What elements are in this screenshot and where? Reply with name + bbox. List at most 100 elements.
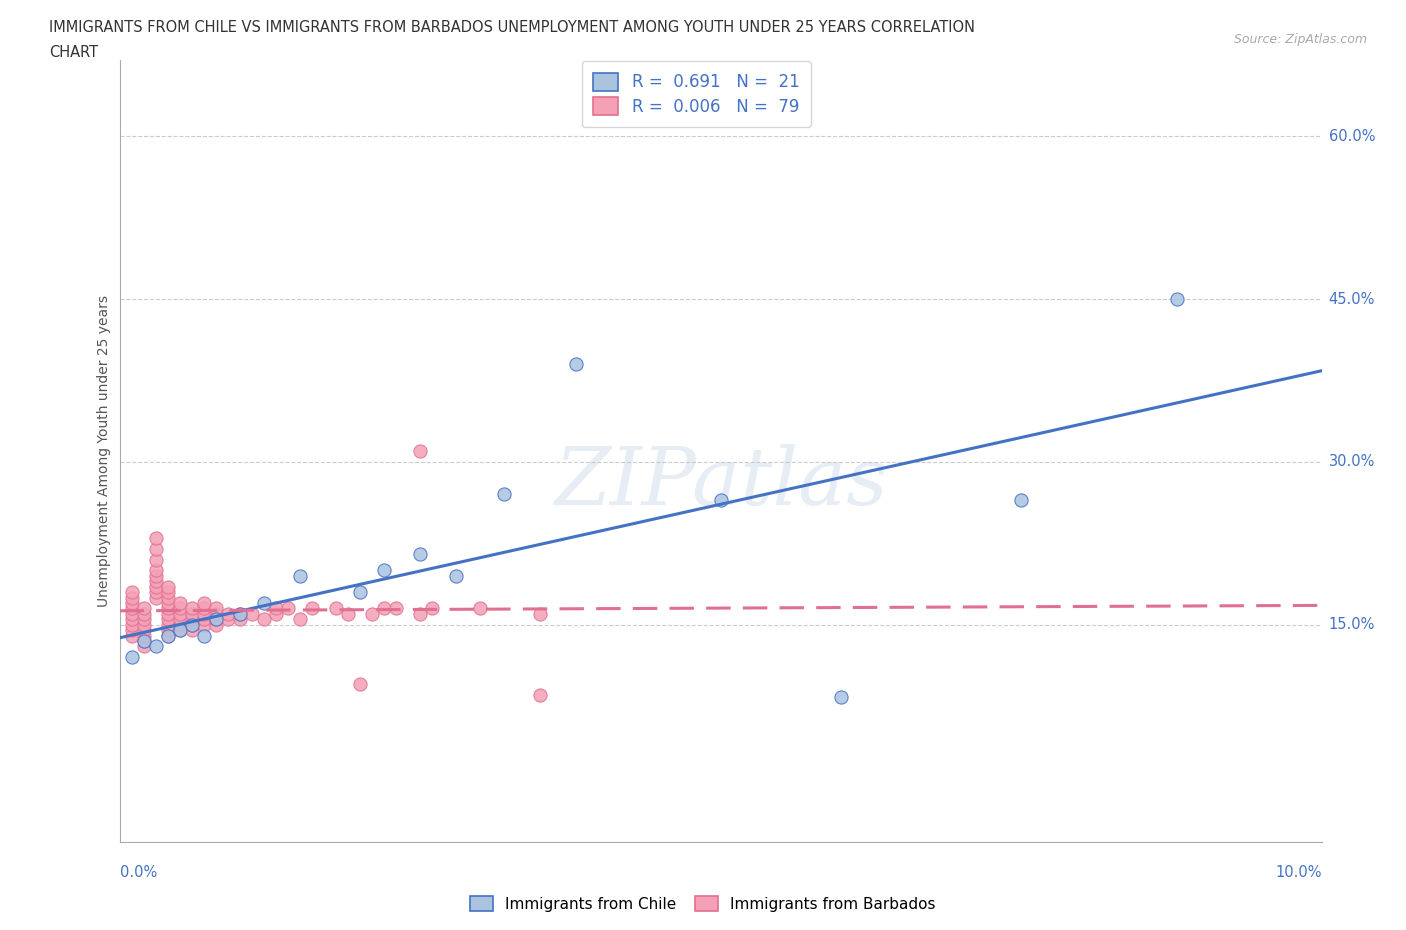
Point [169,623,191,638]
Point [193,595,215,610]
Point [145,568,167,583]
Text: 30.0%: 30.0% [1329,455,1375,470]
Point [156,601,179,616]
Point [121,650,143,665]
Point [373,601,395,616]
Point [468,601,492,616]
Point [228,606,252,621]
Point [277,601,299,616]
Point [156,628,179,643]
Point [288,612,311,627]
Point [132,628,155,643]
Point [156,606,179,621]
Point [169,618,191,632]
Point [145,530,167,545]
Point [253,595,276,610]
Point [180,612,202,627]
Text: CHART: CHART [49,45,98,60]
Text: IMMIGRANTS FROM CHILE VS IMMIGRANTS FROM BARBADOS UNEMPLOYMENT AMONG YOUTH UNDER: IMMIGRANTS FROM CHILE VS IMMIGRANTS FROM… [49,20,976,35]
Point [156,623,179,638]
Point [145,585,167,600]
Point [228,606,252,621]
Point [132,639,155,654]
Point [204,618,226,632]
Point [253,612,276,627]
Point [145,563,167,578]
Point [830,690,852,705]
Point [156,628,179,643]
Point [385,601,408,616]
Text: 0.0%: 0.0% [120,865,156,880]
Legend: R =  0.691   N =  21, R =  0.006   N =  79: R = 0.691 N = 21, R = 0.006 N = 79 [582,61,811,127]
Text: 60.0%: 60.0% [1329,129,1375,144]
Text: 10.0%: 10.0% [1275,865,1322,880]
Point [240,606,263,621]
Point [409,547,432,562]
Point [169,595,191,610]
Point [325,601,347,616]
Point [145,552,167,567]
Text: 45.0%: 45.0% [1329,292,1375,307]
Point [121,628,143,643]
Point [494,487,516,502]
Point [361,606,384,621]
Point [121,601,143,616]
Point [409,606,432,621]
Point [169,623,191,638]
Point [121,595,143,610]
Point [709,493,731,508]
Point [193,606,215,621]
Point [121,618,143,632]
Point [204,606,226,621]
Point [121,612,143,627]
Point [301,601,323,616]
Point [121,623,143,638]
Point [529,688,551,703]
Point [132,606,155,621]
Point [132,623,155,638]
Point [180,618,202,632]
Point [193,601,215,616]
Point [121,606,143,621]
Point [156,612,179,627]
Point [217,612,239,627]
Point [204,601,226,616]
Point [444,568,467,583]
Point [420,601,443,616]
Legend: Immigrants from Chile, Immigrants from Barbados: Immigrants from Chile, Immigrants from B… [464,889,942,918]
Point [1010,493,1032,508]
Point [193,612,215,627]
Point [145,639,167,654]
Point [180,618,202,632]
Point [193,628,215,643]
Point [132,633,155,648]
Point [180,623,202,638]
Text: 15.0%: 15.0% [1329,618,1375,632]
Point [145,591,167,605]
Point [180,606,202,621]
Point [264,606,287,621]
Point [145,574,167,589]
Point [409,444,432,458]
Point [180,601,202,616]
Point [132,633,155,648]
Point [529,606,551,621]
Point [132,601,155,616]
Point [156,591,179,605]
Point [336,606,359,621]
Point [373,563,395,578]
Point [565,357,588,372]
Point [145,541,167,556]
Point [132,618,155,632]
Point [169,612,191,627]
Point [204,612,226,627]
Point [217,606,239,621]
Point [193,618,215,632]
Point [264,601,287,616]
Point [169,606,191,621]
Point [204,612,226,627]
Y-axis label: Unemployment Among Youth under 25 years: Unemployment Among Youth under 25 years [97,295,111,607]
Text: ZIPatlas: ZIPatlas [554,444,887,521]
Point [228,612,252,627]
Point [288,568,311,583]
